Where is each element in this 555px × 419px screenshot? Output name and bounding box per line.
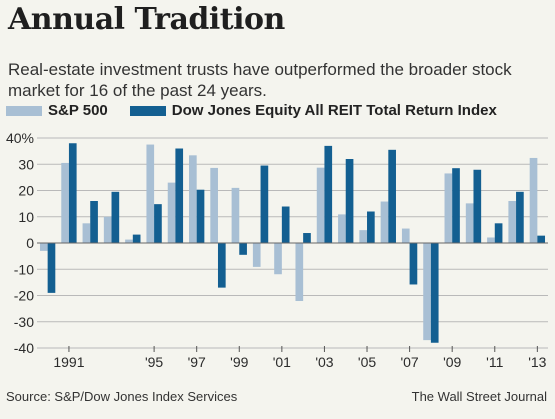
bar-reit: [196, 189, 205, 243]
bar-reit: [239, 243, 247, 255]
legend-swatch-sp500: [6, 105, 42, 116]
bar-sp500: [380, 201, 389, 243]
bar-reit: [388, 149, 396, 243]
x-tick-label: '95: [145, 354, 163, 370]
x-tick-label: '03: [315, 354, 333, 370]
bar-sp500: [125, 239, 133, 243]
bar-sp500: [444, 173, 453, 243]
bar-reit: [303, 233, 311, 243]
bar-sp500: [189, 155, 197, 243]
x-tick-label: 1991: [53, 354, 84, 370]
bar-reit: [281, 206, 290, 243]
bar-reit: [537, 235, 546, 243]
bar-sp500: [39, 243, 48, 251]
bar-sp500: [82, 223, 91, 243]
y-tick-label: 40%: [6, 130, 34, 146]
bar-sp500: [359, 230, 368, 243]
bar-sp500: [210, 167, 218, 243]
chart-title: Annual Tradition: [8, 2, 285, 37]
source-note: Source: S&P/Dow Jones Index Services: [6, 389, 238, 404]
x-tick-label: '01: [273, 354, 291, 370]
bar-reit: [516, 191, 524, 243]
credit-note: The Wall Street Journal: [411, 389, 547, 404]
bar-sp500: [167, 182, 176, 243]
bar-reit: [90, 201, 98, 243]
x-tick-label: '07: [400, 354, 418, 370]
x-tick-label: '09: [443, 354, 461, 370]
bar-reit: [111, 191, 120, 243]
bar-sp500: [252, 243, 261, 267]
y-tick-label: -20: [14, 288, 34, 304]
y-tick-label: 20: [18, 183, 34, 199]
bar-sp500: [487, 237, 495, 243]
legend-item-reit: Dow Jones Equity All REIT Total Return I…: [129, 102, 497, 119]
bar-chart: 40% 30 20 10 0 -10 -20 -30 -40 1991 '95 '97 '99 '01 '0…: [6, 130, 548, 370]
bar-reit: [68, 143, 77, 243]
bars: [39, 143, 546, 343]
bar-sp500: [401, 228, 410, 243]
chart-subtitle: Real-estate investment trusts have outpe…: [8, 60, 512, 100]
bar-sp500: [295, 243, 304, 302]
bar-reit: [324, 145, 333, 243]
bar-sp500: [338, 214, 346, 243]
x-tick-label: '99: [230, 354, 248, 370]
bar-sp500: [61, 162, 69, 243]
x-tick-label: '13: [528, 354, 546, 370]
bar-sp500: [508, 201, 517, 243]
bar-sp500: [316, 167, 325, 243]
y-tick-label: 0: [26, 235, 34, 251]
bar-sp500: [465, 203, 474, 243]
bar-reit: [260, 165, 269, 243]
bar-reit: [175, 148, 184, 243]
axes: 40% 30 20 10 0 -10 -20 -30 -40 1991 '95 '97 '99 '01 '0…: [6, 130, 548, 370]
y-tick-label: -30: [14, 314, 34, 330]
legend: S&P 500 Dow Jones Equity All REIT Total …: [6, 102, 519, 119]
bar-reit: [409, 243, 418, 285]
y-tick-label: 30: [18, 156, 34, 172]
bar-reit: [367, 211, 375, 243]
bar-reit: [452, 168, 460, 243]
bar-reit: [494, 223, 503, 243]
y-tick-label: 10: [18, 209, 34, 225]
bar-sp500: [146, 144, 155, 243]
bar-reit: [47, 243, 56, 293]
legend-swatch-reit: [129, 105, 166, 116]
legend-item-sp500: S&P 500: [6, 102, 108, 119]
gridlines: [37, 137, 548, 349]
bar-reit: [430, 243, 439, 343]
bar-reit: [154, 204, 162, 243]
legend-label-sp500: S&P 500: [48, 102, 108, 119]
bar-sp500: [231, 187, 240, 243]
bar-reit: [473, 169, 482, 243]
y-tick-label: -40: [14, 340, 34, 356]
bar-reit: [217, 243, 226, 288]
x-tick-label: '11: [486, 354, 503, 370]
x-tick-label: '97: [188, 354, 206, 370]
bar-sp500: [274, 243, 282, 275]
bar-reit: [345, 159, 354, 243]
bar-sp500: [103, 216, 112, 243]
bar-reit: [132, 234, 141, 243]
legend-label-reit: Dow Jones Equity All REIT Total Return I…: [171, 102, 497, 119]
x-tick-label: '05: [358, 354, 376, 370]
bar-sp500: [423, 243, 431, 341]
y-tick-label: -10: [14, 261, 34, 277]
bar-sp500: [529, 157, 538, 243]
